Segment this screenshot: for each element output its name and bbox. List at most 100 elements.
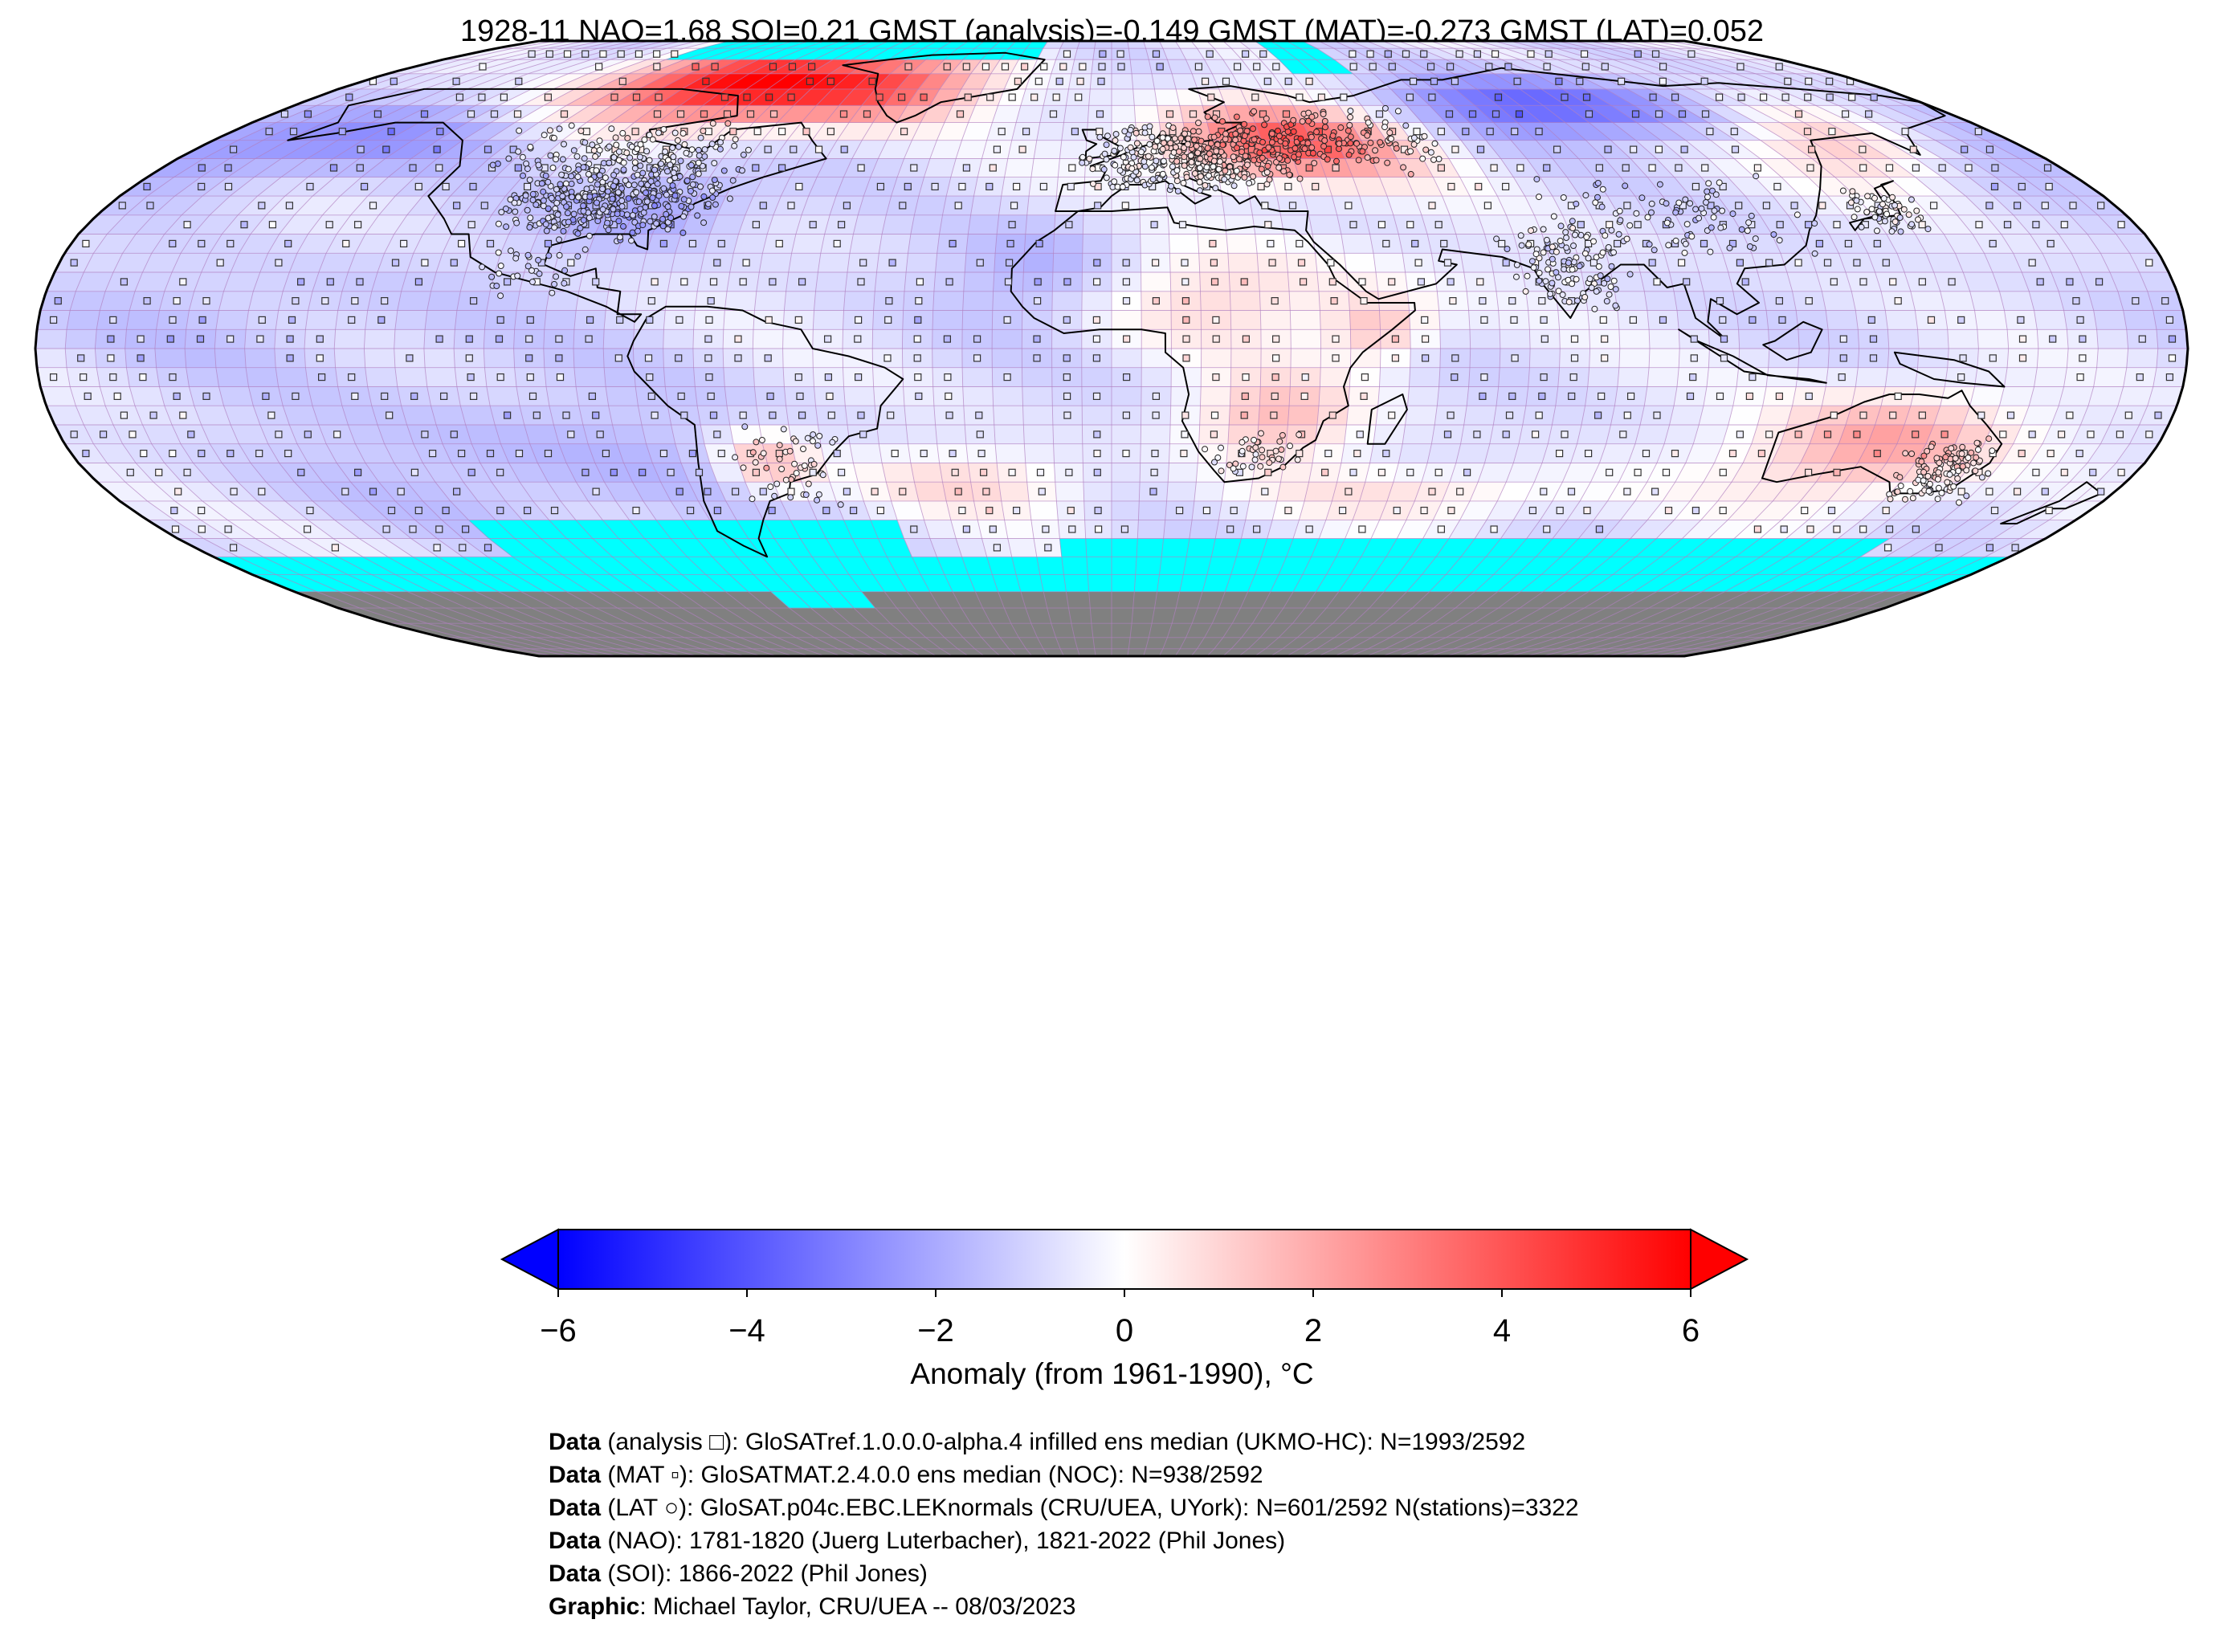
grid-cell	[1851, 386, 1886, 406]
lat-station-marker	[678, 202, 685, 210]
lat-station-marker	[556, 236, 562, 243]
lat-station-marker	[1532, 251, 1540, 258]
grid-cell	[129, 386, 165, 406]
grid-cell	[1618, 348, 1651, 369]
grid-cell	[1111, 556, 1137, 575]
lat-station-marker	[651, 202, 658, 210]
analysis-marker	[1063, 411, 1071, 419]
analysis-marker	[1501, 182, 1510, 190]
grid-cell	[1786, 271, 1822, 292]
lat-station-marker	[1601, 279, 1608, 287]
lat-station-marker	[1275, 133, 1283, 140]
grid-cell	[2117, 386, 2154, 406]
lat-station-marker	[547, 152, 554, 159]
lat-station-marker	[569, 194, 575, 201]
lat-station-marker	[1430, 156, 1437, 163]
analysis-marker	[420, 110, 429, 118]
analysis-marker	[769, 110, 778, 118]
analysis-marker	[731, 487, 740, 496]
lat-station-marker	[671, 129, 679, 137]
grid-cell	[2123, 310, 2157, 330]
lat-station-marker	[1359, 148, 1366, 155]
analysis-marker	[1504, 63, 1512, 71]
grid-cell	[1111, 88, 1135, 106]
lat-station-marker	[559, 156, 566, 163]
analysis-marker	[2032, 221, 2040, 229]
grid-cell	[305, 310, 339, 330]
analysis-marker	[586, 316, 594, 324]
analysis-marker	[390, 77, 398, 85]
analysis-marker	[169, 449, 177, 458]
analysis-marker	[1894, 392, 1902, 400]
grid-cell	[483, 348, 515, 369]
analysis-marker	[1561, 93, 1569, 101]
grid-cell	[1133, 105, 1160, 123]
lat-station-marker	[1167, 140, 1174, 147]
analysis-marker	[1601, 354, 1609, 362]
lat-station-marker	[1347, 140, 1354, 147]
lat-station-marker	[1263, 115, 1270, 122]
analysis-marker	[720, 93, 729, 101]
analysis-marker	[1212, 335, 1220, 343]
analysis-marker	[345, 93, 353, 101]
analysis-marker	[617, 50, 625, 58]
lat-station-marker	[545, 214, 552, 222]
lat-station-marker	[639, 169, 647, 177]
analysis-marker	[1092, 392, 1101, 400]
grid-cell	[932, 291, 965, 311]
analysis-marker	[1735, 202, 1743, 210]
analysis-marker	[2045, 506, 2053, 515]
analysis-marker	[435, 525, 443, 533]
analysis-marker	[1063, 354, 1071, 362]
grid-cell	[1111, 622, 1132, 638]
grid-cell	[1132, 88, 1157, 106]
analysis-marker	[179, 411, 187, 419]
lat-station-marker	[1197, 155, 1204, 162]
analysis-marker	[632, 93, 641, 101]
analysis-marker	[596, 430, 604, 438]
lat-station-marker	[1146, 123, 1153, 130]
lat-station-marker	[1211, 114, 1218, 121]
grid-cell	[818, 252, 851, 273]
analysis-marker	[1451, 354, 1459, 362]
analysis-marker	[1776, 221, 1784, 229]
analysis-marker	[1873, 239, 1881, 247]
lat-station-marker	[1111, 147, 1118, 154]
analysis-marker	[985, 182, 994, 190]
grid-cell	[1111, 500, 1140, 520]
analysis-marker	[230, 487, 238, 496]
grid-cell	[1407, 386, 1439, 406]
analysis-marker	[1377, 221, 1386, 229]
grid-cell	[1304, 195, 1338, 216]
grid-cell	[1463, 405, 1497, 426]
analysis-marker	[802, 128, 810, 136]
analysis-marker	[1327, 259, 1335, 267]
analysis-marker	[1762, 202, 1770, 210]
lat-station-marker	[610, 172, 618, 178]
analysis-marker	[709, 278, 718, 286]
grid-cell	[1287, 405, 1320, 426]
analysis-marker	[435, 164, 443, 172]
analysis-marker	[1757, 449, 1765, 458]
analysis-marker	[1094, 506, 1102, 515]
grid-cell	[752, 328, 784, 349]
lat-station-marker	[1562, 229, 1569, 236]
analysis-marker	[765, 93, 773, 101]
analysis-marker	[1151, 449, 1159, 458]
analysis-marker	[1961, 145, 1969, 153]
analysis-marker	[1989, 239, 1997, 247]
analysis-marker	[544, 239, 553, 247]
analysis-marker	[1358, 278, 1366, 286]
analysis-marker	[1589, 259, 1598, 267]
analysis-marker	[348, 373, 356, 381]
analysis-marker	[1063, 316, 1071, 324]
lat-station-marker	[618, 198, 626, 204]
lat-station-marker	[1301, 145, 1308, 153]
grid-cell	[431, 271, 467, 292]
grid-cell	[843, 291, 875, 311]
analysis-marker	[1594, 411, 1602, 419]
grid-cell	[914, 481, 947, 502]
analysis-marker	[196, 335, 205, 343]
lat-station-marker	[1431, 140, 1438, 147]
analysis-marker	[777, 164, 786, 172]
